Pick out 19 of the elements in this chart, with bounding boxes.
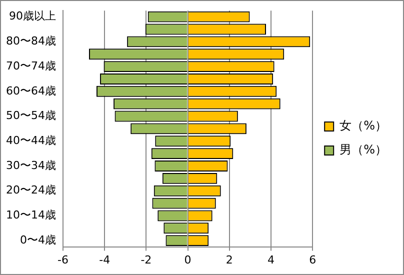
x-tick-label: 2: [226, 253, 233, 266]
legend-label: 女（%）: [340, 118, 388, 133]
x-tick-label: -6: [58, 253, 68, 266]
legend-label: 男（%）: [340, 142, 388, 157]
x-tick-label: 0: [184, 253, 192, 266]
y-tick-label: 20〜24歳: [6, 184, 56, 197]
y-tick-label: 40〜44歳: [6, 134, 56, 147]
y-tick-label: 80〜84歳: [6, 34, 56, 48]
x-tick-label: 4: [267, 253, 274, 266]
x-tick-label: -4: [99, 253, 110, 266]
x-tick-label: -2: [140, 253, 152, 266]
y-tick-label: 70〜74歳: [6, 59, 56, 72]
y-tick-label: 90歳以上: [8, 10, 56, 23]
y-tick-label: 60〜64歳: [6, 84, 56, 98]
y-tick-label: 50〜54歳: [6, 109, 56, 122]
y-tick-label: 0〜4歳: [20, 233, 56, 246]
x-tick-label: 6: [309, 253, 316, 266]
y-tick-label: 10〜14歳: [6, 208, 56, 222]
y-tick-label: 30〜34歳: [6, 158, 56, 172]
